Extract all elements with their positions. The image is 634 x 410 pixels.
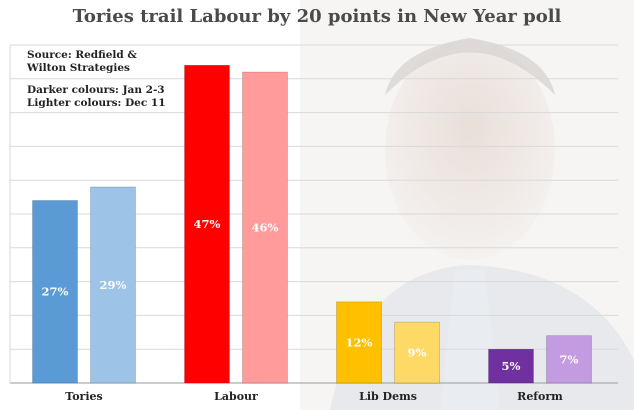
category-label: Lib Dems <box>359 390 417 403</box>
light-colors-note: Lighter colours: Dec 11 <box>27 97 166 109</box>
bar-lib-dems-jan <box>336 301 382 384</box>
value-label-labour-jan: 47% <box>194 217 221 231</box>
category-label: Reform <box>517 390 563 403</box>
value-label-lib-dems-dec: 9% <box>408 346 427 360</box>
bar-reform-jan <box>488 348 534 384</box>
category-label: Tories <box>65 390 102 403</box>
category-labels: Tories Labour Lib Dems Reform <box>65 390 563 403</box>
value-label-reform-dec: 7% <box>560 352 579 366</box>
category-label: Labour <box>214 390 258 403</box>
bar-lib-dems-dec <box>394 321 440 384</box>
bar-tories-jan <box>32 200 78 384</box>
value-label-reform-jan: 5% <box>502 359 521 373</box>
value-label-tories-dec: 29% <box>100 278 127 292</box>
bars <box>32 64 592 384</box>
color-legend-note: Darker colours: Jan 2-3 Lighter colours:… <box>27 84 166 110</box>
bar-tories-dec <box>90 186 136 384</box>
dark-colors-note: Darker colours: Jan 2-3 <box>27 84 165 96</box>
value-label-lib-dems-jan: 12% <box>346 335 373 349</box>
chart-title: Tories trail Labour by 20 points in New … <box>72 6 562 27</box>
value-labels: 27% 29% 47% 46% 12% 9% 5% 7% <box>42 217 579 373</box>
source-note: Source: Redfield & Wilton Strategies <box>27 49 137 74</box>
bar-labour-jan <box>184 64 230 384</box>
bar-labour-dec <box>242 71 288 384</box>
value-label-tories-jan: 27% <box>42 285 69 299</box>
bar-reform-dec <box>546 335 592 384</box>
value-label-labour-dec: 46% <box>252 221 279 235</box>
